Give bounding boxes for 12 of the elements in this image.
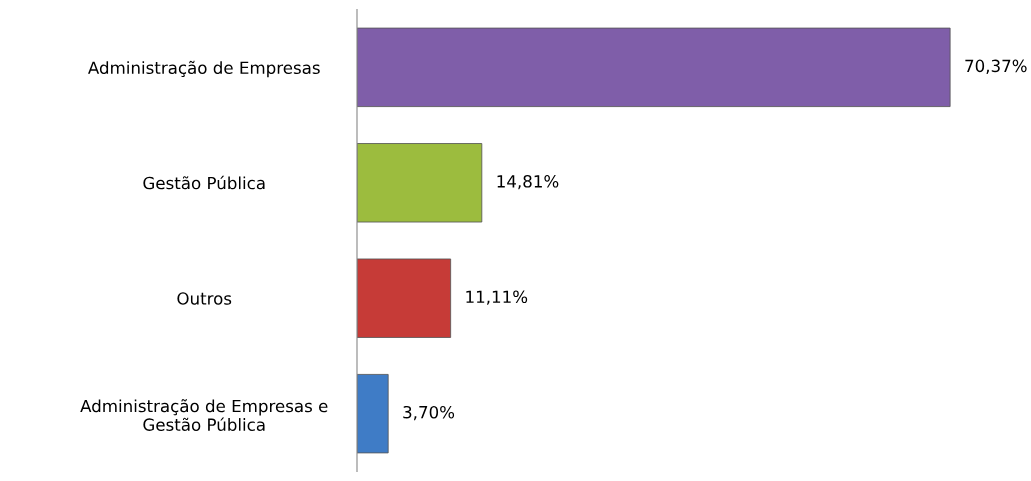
bar: [357, 143, 483, 223]
data-label: 70,37%: [965, 59, 1027, 74]
bar: [357, 258, 452, 338]
bar: [357, 27, 951, 108]
data-label: 11,11%: [466, 290, 528, 305]
y-tick-label: Administração de Empresas e Gestão Pública: [80, 399, 328, 431]
y-tick-label: Outros: [177, 292, 232, 305]
y-tick-label: Gestão Pública: [143, 175, 265, 190]
data-label: 3,70%: [403, 405, 455, 421]
y-tick-label: Administração de Empresas: [88, 60, 320, 78]
bar: [357, 373, 389, 454]
data-label: 14,81%: [497, 175, 559, 190]
